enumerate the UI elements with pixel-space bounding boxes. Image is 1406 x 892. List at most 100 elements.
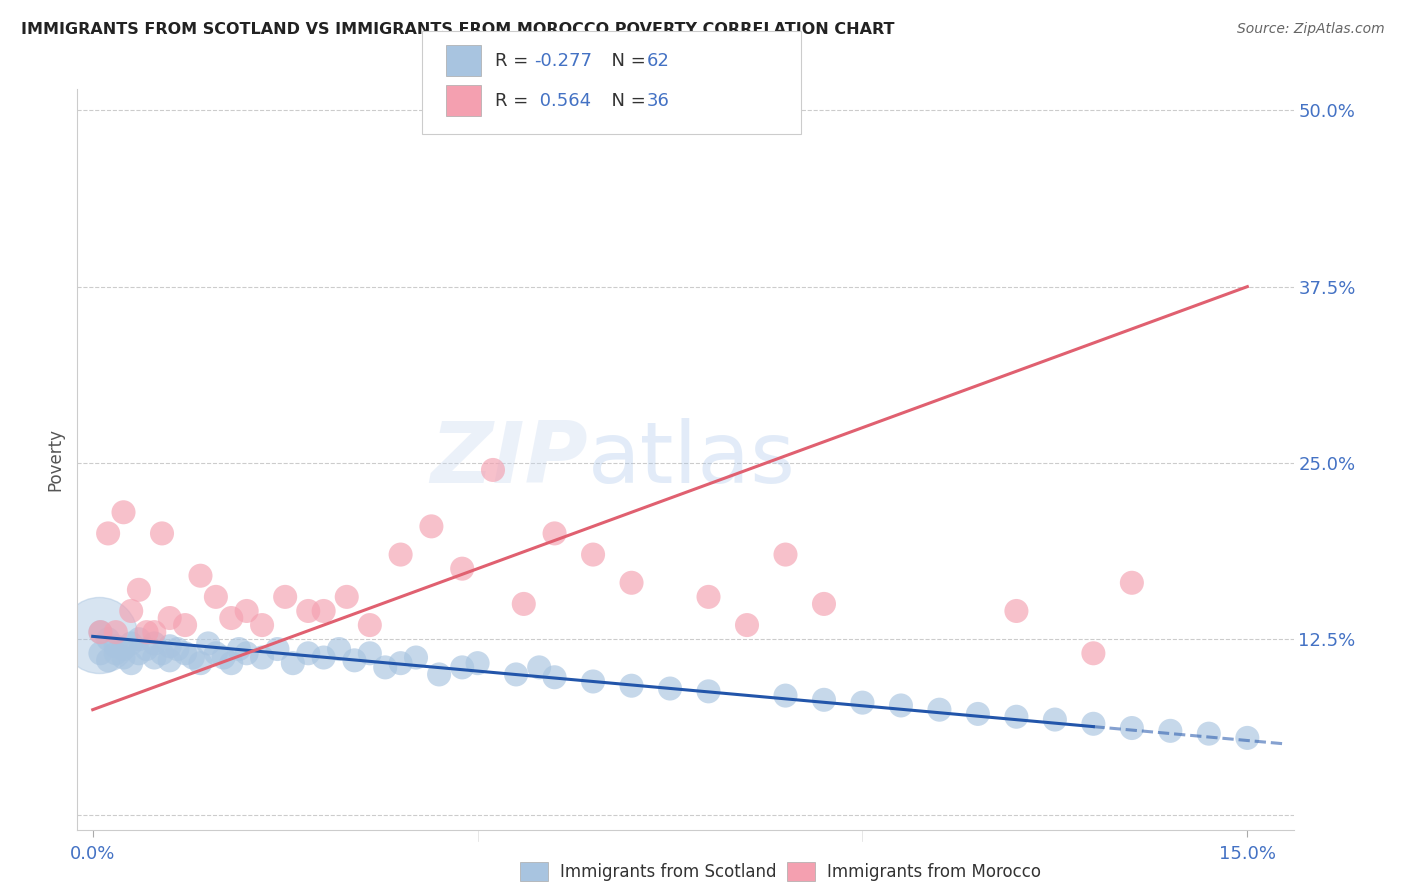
- Point: [505, 667, 527, 681]
- Point: [359, 646, 381, 660]
- Point: [312, 604, 335, 618]
- Point: [1236, 731, 1258, 745]
- Point: [128, 646, 150, 660]
- Point: [87, 628, 110, 642]
- Point: [620, 679, 643, 693]
- Point: [427, 667, 450, 681]
- Point: [128, 632, 150, 647]
- Point: [1005, 710, 1028, 724]
- Point: [235, 604, 257, 618]
- Point: [235, 646, 257, 660]
- Point: [112, 505, 135, 519]
- Point: [159, 639, 181, 653]
- Point: [1121, 575, 1143, 590]
- Point: [1159, 723, 1181, 738]
- Text: Immigrants from Morocco: Immigrants from Morocco: [827, 863, 1040, 881]
- Text: 62: 62: [647, 52, 669, 70]
- Point: [190, 656, 212, 670]
- Point: [97, 653, 120, 667]
- Text: N =: N =: [600, 52, 652, 70]
- Text: Immigrants from Scotland: Immigrants from Scotland: [560, 863, 776, 881]
- Point: [359, 618, 381, 632]
- Text: R =: R =: [495, 52, 534, 70]
- Point: [120, 656, 142, 670]
- Point: [467, 656, 489, 670]
- Point: [89, 625, 111, 640]
- Point: [297, 646, 319, 660]
- Point: [1198, 726, 1220, 740]
- Point: [197, 636, 219, 650]
- Point: [104, 625, 127, 640]
- Point: [328, 642, 350, 657]
- Point: [851, 696, 873, 710]
- Point: [174, 646, 197, 660]
- Point: [135, 625, 157, 640]
- Point: [143, 636, 166, 650]
- Point: [274, 590, 297, 604]
- Point: [128, 582, 150, 597]
- Point: [120, 636, 142, 650]
- Text: IMMIGRANTS FROM SCOTLAND VS IMMIGRANTS FROM MOROCCO POVERTY CORRELATION CHART: IMMIGRANTS FROM SCOTLAND VS IMMIGRANTS F…: [21, 22, 894, 37]
- Point: [1005, 604, 1028, 618]
- Point: [620, 575, 643, 590]
- Point: [543, 670, 565, 684]
- Point: [813, 597, 835, 611]
- Point: [1083, 646, 1105, 660]
- Point: [389, 656, 412, 670]
- Point: [120, 604, 142, 618]
- Point: [281, 656, 304, 670]
- Point: [250, 618, 273, 632]
- Point: [190, 568, 212, 582]
- Point: [150, 646, 173, 660]
- Point: [697, 590, 720, 604]
- Text: atlas: atlas: [588, 417, 796, 501]
- Point: [336, 590, 359, 604]
- Point: [143, 650, 166, 665]
- Point: [104, 646, 127, 660]
- Text: -0.277: -0.277: [534, 52, 592, 70]
- Point: [159, 611, 181, 625]
- Point: [266, 642, 288, 657]
- Point: [166, 642, 188, 657]
- Point: [97, 632, 120, 647]
- Point: [775, 548, 797, 562]
- Point: [451, 660, 474, 674]
- Point: [104, 639, 127, 653]
- Point: [250, 650, 273, 665]
- Text: 36: 36: [647, 92, 669, 110]
- Text: Source: ZipAtlas.com: Source: ZipAtlas.com: [1237, 22, 1385, 37]
- Point: [150, 526, 173, 541]
- Point: [451, 562, 474, 576]
- Point: [389, 548, 412, 562]
- Text: ZIP: ZIP: [430, 417, 588, 501]
- Point: [582, 674, 605, 689]
- Point: [513, 597, 536, 611]
- Point: [659, 681, 682, 696]
- Point: [212, 650, 235, 665]
- Point: [219, 656, 242, 670]
- Point: [890, 698, 912, 713]
- Point: [928, 703, 950, 717]
- Y-axis label: Poverty: Poverty: [46, 428, 65, 491]
- Point: [420, 519, 443, 533]
- Point: [482, 463, 505, 477]
- Point: [143, 625, 166, 640]
- Text: N =: N =: [600, 92, 652, 110]
- Point: [181, 650, 204, 665]
- Point: [1121, 721, 1143, 735]
- Point: [112, 642, 135, 657]
- Point: [205, 590, 228, 604]
- Point: [527, 660, 550, 674]
- Point: [97, 526, 120, 541]
- Point: [297, 604, 319, 618]
- Point: [89, 646, 111, 660]
- Point: [1083, 716, 1105, 731]
- Point: [543, 526, 565, 541]
- Point: [174, 618, 197, 632]
- Point: [312, 650, 335, 665]
- Text: 0.564: 0.564: [534, 92, 592, 110]
- Point: [967, 706, 990, 721]
- Point: [1043, 713, 1066, 727]
- Point: [135, 642, 157, 657]
- Point: [89, 625, 111, 640]
